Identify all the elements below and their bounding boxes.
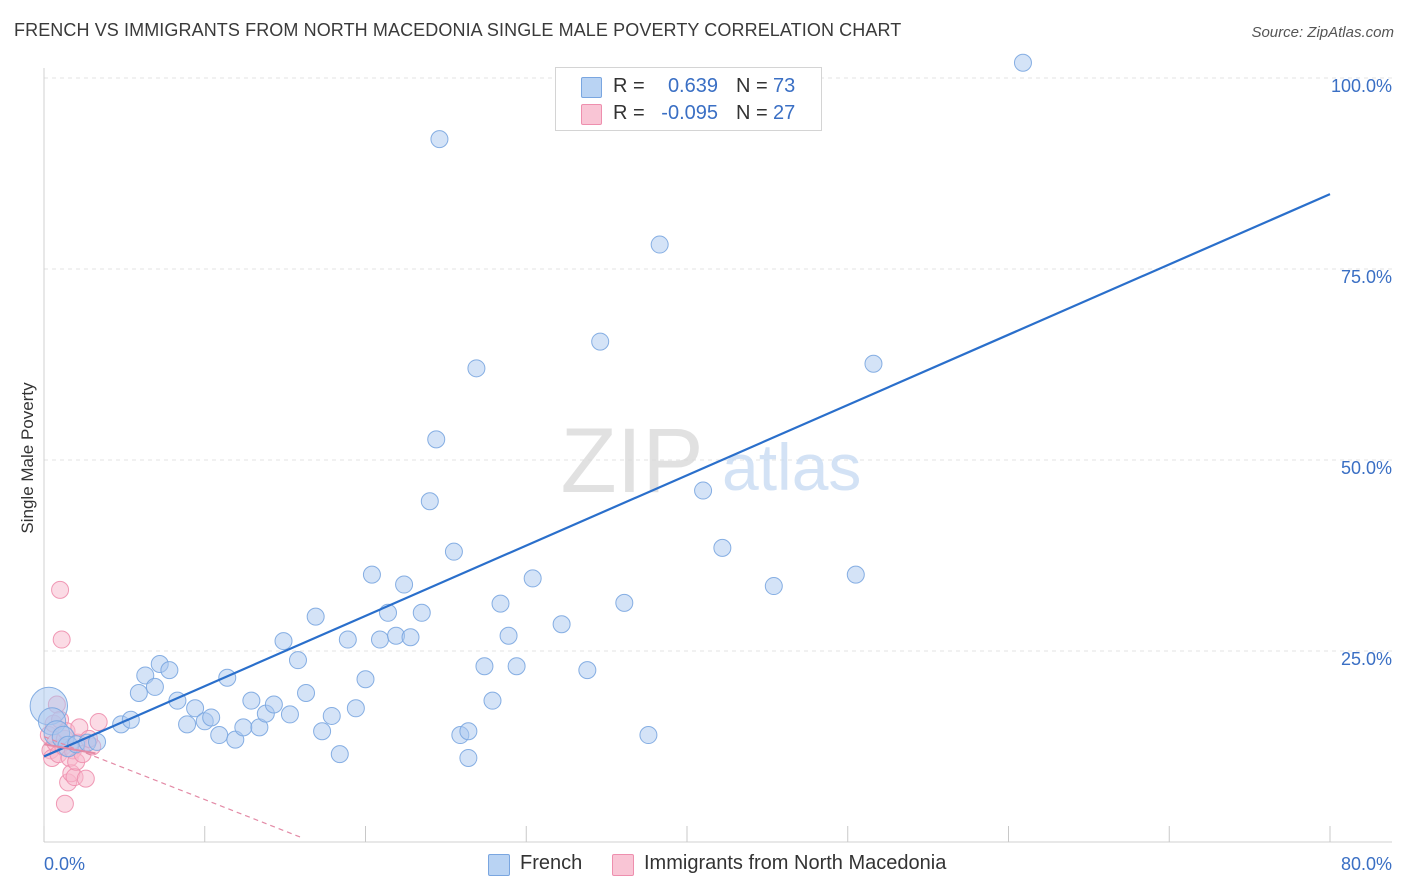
french-point (395, 575, 414, 594)
french-point (420, 492, 439, 511)
macedonia-r-value: -0.095 (661, 102, 718, 124)
french-point (362, 565, 381, 584)
french-point (202, 708, 221, 727)
french-point (356, 670, 375, 689)
french-point (427, 430, 446, 449)
french-swatch (581, 77, 602, 98)
french-point (264, 695, 283, 714)
french-point (274, 632, 293, 651)
french-point (186, 699, 205, 718)
french-points (29, 53, 1032, 767)
macedonia-n-label: N = (736, 102, 768, 124)
legend: French Immigrants from North Macedonia (0, 852, 1406, 878)
french-point (210, 726, 229, 745)
trend-lines (43, 193, 1331, 838)
french-point (136, 666, 155, 685)
french-point (764, 577, 783, 596)
french-point (459, 722, 478, 741)
legend-macedonia-label: Immigrants from North Macedonia (644, 852, 947, 874)
french-point (242, 691, 261, 710)
axis-labels: 25.0% 50.0% 75.0% 100.0% 0.0% 80.0% Single Mal… (18, 76, 1392, 874)
french-point (483, 691, 502, 710)
macedonia-point (55, 794, 74, 813)
french-point (297, 684, 316, 703)
french-point (160, 661, 179, 680)
french-point (491, 594, 510, 613)
french-point (370, 630, 389, 649)
french-point (306, 607, 325, 626)
french-point (591, 332, 610, 351)
legend-french-label: French (520, 852, 583, 874)
chart-title: FRENCH VS IMMIGRANTS FROM NORTH MACEDONI… (14, 20, 902, 40)
french-trend-line (43, 193, 1331, 758)
french-point (694, 481, 713, 500)
french-point (313, 722, 332, 741)
french-point (234, 718, 253, 737)
source-label: Source: ZipAtlas.com (1251, 24, 1394, 41)
french-n-label: N = (736, 75, 768, 97)
french-r-value: 0.639 (667, 75, 718, 97)
macedonia-trend-line-solid (43, 743, 96, 755)
watermark-atlas: atlas (722, 430, 861, 504)
y-tick-label: 25.0% (1341, 649, 1392, 669)
french-point (338, 630, 357, 649)
french-point (330, 745, 349, 764)
french-point (499, 626, 518, 645)
french-point (121, 710, 140, 729)
grid-layer (44, 77, 1392, 652)
french-point (129, 684, 148, 703)
french-point (280, 705, 299, 724)
legend-macedonia-swatch (612, 854, 634, 876)
french-point (430, 130, 449, 149)
french-point (288, 651, 307, 670)
french-point (459, 748, 478, 767)
macedonia-point (76, 769, 95, 788)
french-point (552, 615, 571, 634)
french-point (523, 569, 542, 588)
french-point (467, 359, 486, 378)
legend-french-swatch (488, 854, 510, 876)
french-point (615, 593, 634, 612)
french-point (145, 677, 164, 696)
french-point (322, 706, 341, 725)
french-point (412, 603, 431, 622)
y-tick-label: 50.0% (1341, 458, 1392, 478)
x-tick-label: 80.0% (1341, 854, 1392, 874)
macedonia-n-value: 27 (773, 102, 796, 124)
french-point (864, 354, 883, 373)
french-point (639, 726, 658, 745)
y-axis-label: Single Male Poverty (18, 382, 37, 534)
macedonia-point (52, 630, 71, 649)
french-point (401, 628, 420, 647)
watermark-zip: ZIP (560, 410, 703, 512)
stats-row-french: R = 0.639 N = 73 (556, 74, 821, 100)
french-point (444, 542, 463, 561)
french-point (178, 715, 197, 734)
macedonia-point (89, 713, 108, 732)
french-point (578, 661, 597, 680)
y-tick-label: 75.0% (1341, 267, 1392, 287)
stats-box: R = 0.639 N = 73 R = -0.095 N = 27 (555, 67, 822, 131)
french-point (713, 538, 732, 557)
french-point (346, 699, 365, 718)
french-point (650, 235, 669, 254)
french-r-label: R = (613, 75, 645, 97)
french-point (1013, 53, 1032, 72)
macedonia-trend-line (43, 736, 302, 838)
french-point (846, 565, 865, 584)
french-point (475, 657, 494, 676)
macedonia-r-label: R = (613, 102, 645, 124)
french-n-value: 73 (773, 75, 796, 97)
macedonia-swatch (581, 104, 602, 125)
stats-row-macedonia: R = -0.095 N = 27 (556, 101, 821, 127)
x-tick-label: 0.0% (44, 854, 85, 874)
macedonia-point (51, 580, 70, 599)
watermark: ZIP atlas (560, 410, 861, 512)
french-point (507, 657, 526, 676)
y-tick-label: 100.0% (1331, 76, 1392, 96)
